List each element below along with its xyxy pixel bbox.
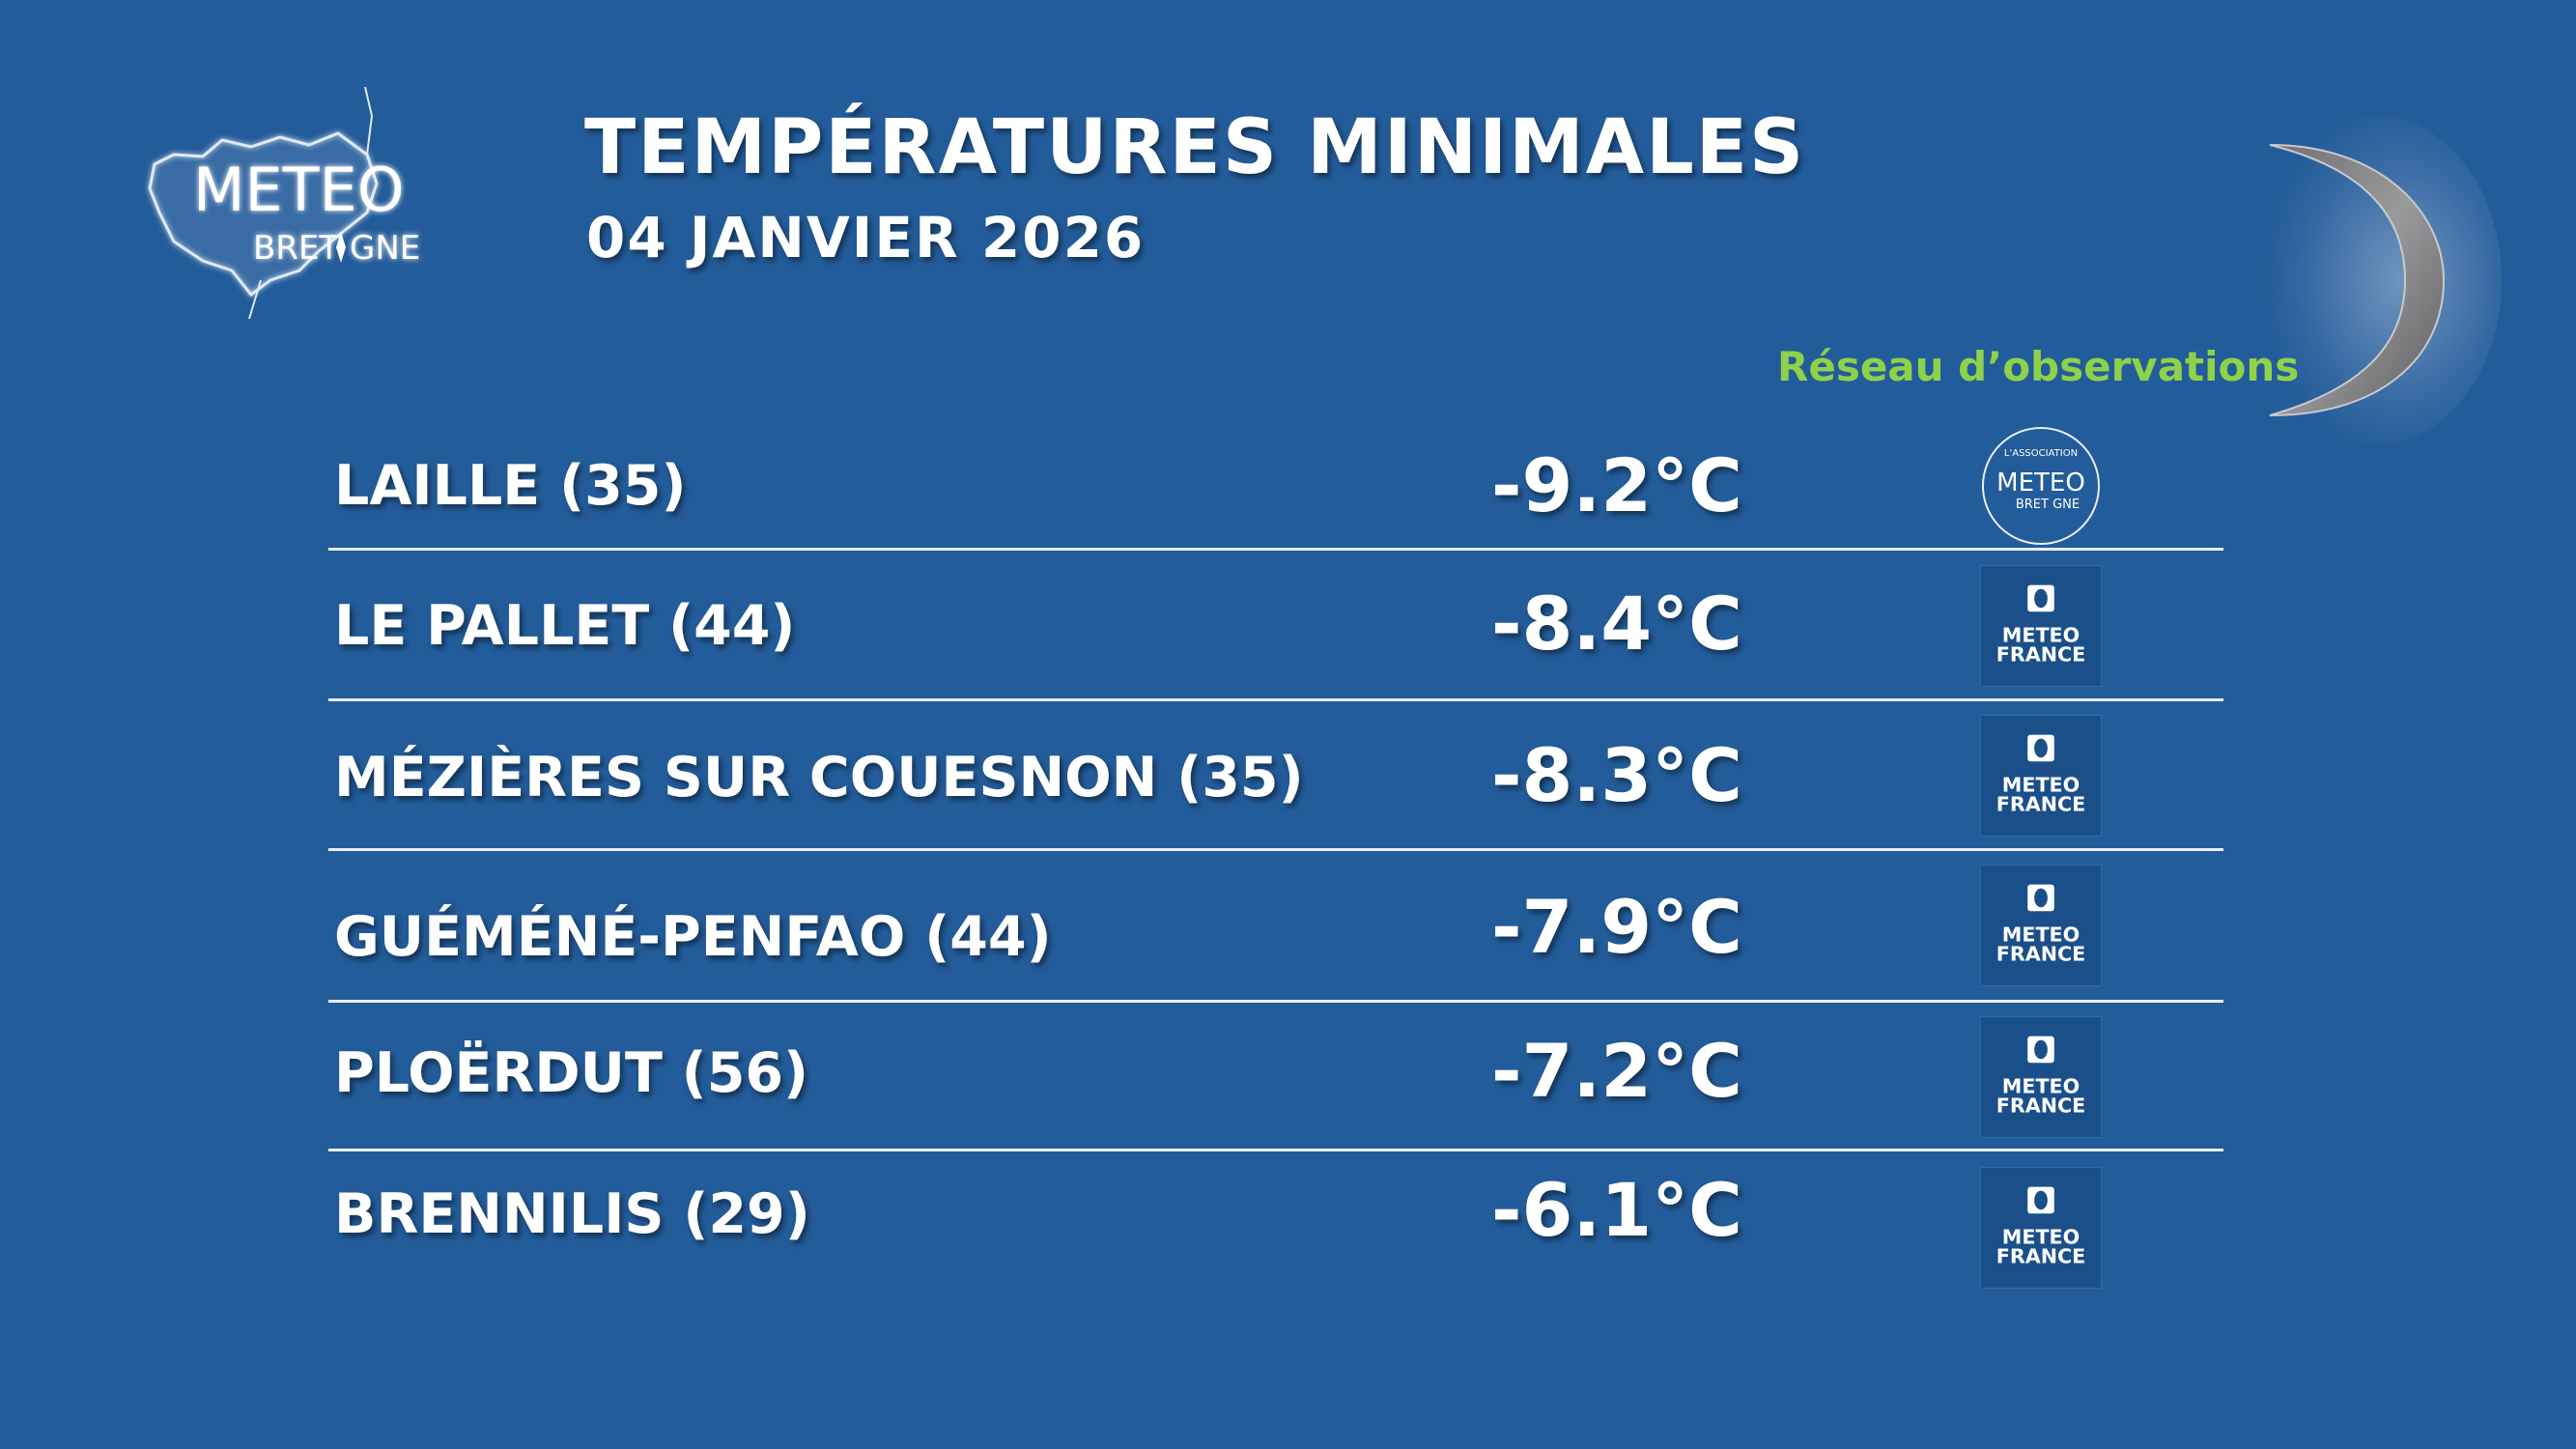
station-name: LAILLE (35) (334, 454, 687, 518)
meteo-france-badge-icon: METEO FRANCE (1980, 1167, 2102, 1289)
meteo-france-badge-icon: METEO FRANCE (1980, 1016, 2102, 1138)
meteo-france-badge-icon: METEO FRANCE (1980, 715, 2102, 837)
row-divider (328, 848, 2223, 851)
station-temperature: -7.2°C (1491, 1028, 1742, 1114)
row-divider (328, 548, 2223, 551)
svg-text:FRANCE: FRANCE (1996, 1244, 2086, 1267)
logo-text-meteo: METEO (193, 155, 405, 225)
row-divider (328, 1149, 2223, 1151)
station-temperature: -7.9°C (1491, 884, 1742, 970)
association-meteo-bretagne-badge-icon: L'ASSOCIATION METEO BRET GNE (1982, 427, 2100, 545)
meteo-france-badge-icon: METEO FRANCE (1980, 865, 2102, 986)
ermine-icon (336, 232, 346, 263)
station-name: BRENNILIS (29) (334, 1182, 810, 1246)
station-name: PLOËRDUT (56) (334, 1041, 809, 1105)
svg-text:L'ASSOCIATION: L'ASSOCIATION (2004, 448, 2078, 459)
meteo-bretagne-logo: METEO BRET GNE (148, 87, 420, 320)
svg-text:FRANCE: FRANCE (1996, 1094, 2086, 1117)
svg-text:METEO: METEO (2002, 624, 2080, 647)
station-temperature: -6.1°C (1491, 1167, 1742, 1253)
station-name: LE PALLET (44) (334, 594, 796, 658)
svg-text:METEO: METEO (2002, 1226, 2080, 1249)
station-temperature: -8.4°C (1491, 581, 1742, 667)
svg-text:FRANCE: FRANCE (1996, 792, 2086, 815)
station-name: GUÉMÉNÉ-PENFAO (44) (334, 905, 1052, 969)
station-name: MÉZIÈRES SUR COUESNON (35) (334, 746, 1304, 810)
page-title: TEMPÉRATURES MINIMALES (584, 104, 1806, 191)
station-temperature: -9.2°C (1491, 442, 1742, 528)
network-label: Réseau d’observations (1777, 343, 2300, 390)
svg-text:METEO: METEO (2002, 923, 2080, 947)
svg-text:METEO: METEO (2002, 774, 2080, 797)
crescent-moon-icon (2250, 116, 2502, 444)
svg-text:FRANCE: FRANCE (1996, 942, 2086, 965)
page-date: 04 JANVIER 2026 (586, 205, 1146, 270)
row-divider (328, 698, 2223, 701)
svg-text:BRET GNE: BRET GNE (2016, 497, 2080, 512)
svg-text:FRANCE: FRANCE (1996, 642, 2086, 666)
svg-text:METEO: METEO (2002, 1075, 2080, 1098)
svg-text:METEO: METEO (1996, 469, 2085, 497)
station-temperature: -8.3°C (1491, 732, 1742, 818)
row-divider (328, 1000, 2223, 1003)
meteo-france-badge-icon: METEO FRANCE (1980, 565, 2102, 687)
